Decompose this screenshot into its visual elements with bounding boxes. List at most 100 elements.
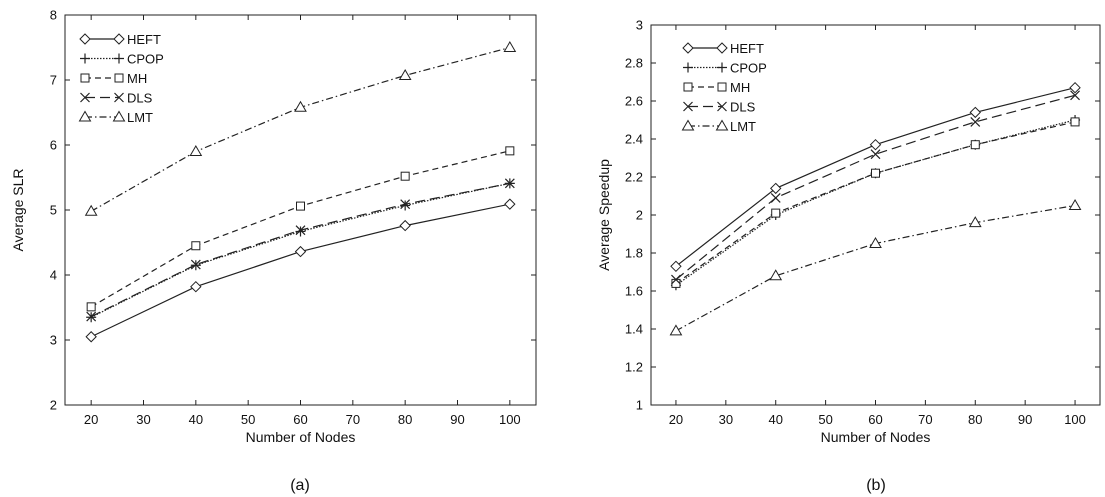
chart-1-series-heft [85,198,516,343]
chart-1-y-tick-label: 8 [50,8,57,23]
legend-label: CPOP [127,52,164,67]
chart-2-x-axis-label: Number of Nodes [821,429,931,445]
chart-2-y-tick-label: 2 [636,208,643,223]
legend-label: LMT [127,110,153,125]
chart-1: 20 30 40 50 60 70 80 90 100 2 3 4 5 6 7 8 Number of Node… [10,8,537,494]
chart-2-series-dls-point [671,274,681,285]
chart-1-legend-entry-heft: HEFT [79,32,161,47]
chart-1-y-tick-label: 2 [50,398,57,413]
chart-1-x-tick-label: 80 [398,412,412,427]
chart-1-series-mh-point [505,146,515,156]
chart-2-series-dls-point [970,116,981,127]
chart-2-y-tick-label: 1.2 [625,360,643,375]
chart-2-series-heft-point [670,260,682,273]
chart-2-series-heft-point [869,138,882,151]
chart-1-series-heft-point [399,219,411,232]
chart-2-series-heft-point [770,182,782,195]
legend-label: LMT [730,119,756,134]
chart-1-series-lmt [84,41,517,216]
legend-marker [79,33,91,45]
legend-marker [114,73,124,83]
legend-marker [716,42,728,54]
chart-2-series-lmt-point [968,216,982,228]
chart-1-series-cpop-point [295,226,306,237]
chart-2-x-tick-label: 40 [768,412,782,427]
legend-label: CPOP [730,61,767,76]
legend-marker [681,119,695,131]
legend-marker [715,119,729,131]
chart-1-series-mh-point [86,302,96,312]
chart-2-series-lmt-point [869,237,882,248]
chart-1-y-tick-label: 5 [50,203,57,218]
chart-2-series-mh-point [970,140,980,150]
chart-2-series-mh-point [871,168,880,178]
legend-marker [113,33,125,45]
chart-1-series-mh-point [296,201,305,211]
chart-2-series-dls [671,90,1080,285]
chart-2: 20 30 40 50 60 70 80 90 100 1 1.2 1.4 1.6 1.8 2 2.2 2.4 2… [596,18,1101,494]
chart-1-series-lmt-point [398,68,412,80]
chart-2-series-dls-line [675,94,1076,281]
chart-1-x-tick-label: 40 [189,412,203,427]
chart-2-x-tick-label: 80 [968,412,982,427]
legend-marker [717,62,727,73]
chart-1-x-tick-label: 100 [499,412,521,427]
legend-marker [114,92,124,103]
chart-1-series-dls-point [504,178,515,189]
chart-2-series-heft [670,81,1081,273]
chart-2-series-lmt-line [675,204,1076,332]
chart-1-y-tick-label: 3 [50,333,57,348]
chart-2-y-tick-label: 2.4 [625,132,643,147]
chart-1-series-dls-point [295,225,306,236]
chart-1-series-heft-point [294,245,307,258]
chart-2-series-lmt [669,199,1082,336]
legend-marker [717,101,727,112]
chart-1-legend-entry-mh: MH [80,71,147,86]
chart-1-series-lmt-point [84,204,98,216]
chart-2-legend-entry-lmt: LMT [681,119,756,134]
chart-2-plot-frame [650,24,1101,406]
chart-1-y-tick-label: 6 [50,138,57,153]
chart-2-series-cpop-line [675,119,1076,286]
chart-2-caption: (b) [866,477,886,494]
chart-1-series-dls-point [86,311,97,322]
chart-1-series-heft-point [504,198,516,210]
legend-label: DLS [127,91,153,106]
chart-1-legend-entry-dls: DLS [80,91,153,106]
chart-2-y-tick-label: 2.8 [625,56,643,71]
chart-2-y-axis-label: Average Speedup [596,159,612,271]
chart-1-y-tick-label: 4 [50,268,57,283]
chart-2-x-tick-label: 30 [719,412,733,427]
chart-2-x-tick-label: 100 [1064,412,1086,427]
chart-2-y-tick-label: 1.8 [625,246,643,261]
chart-2-series-dls-point [1070,90,1080,101]
legend-marker [80,92,90,103]
chart-2-x-tick-label: 60 [868,412,882,427]
legend-marker [114,53,124,64]
chart-1-series-mh-point [400,171,410,181]
chart-1-series-dls [86,178,515,322]
chart-1-series-lmt-point [294,100,307,112]
chart-2-y-tick-label: 2.2 [625,170,643,185]
legend-label: HEFT [730,41,764,56]
chart-2-series-heft-point [969,106,981,119]
chart-1-series-lmt-point [503,41,517,52]
chart-2-y-tick-label: 1.6 [625,284,643,299]
chart-2-x-tick-label: 20 [669,412,683,427]
chart-1-x-tick-label: 20 [84,412,98,427]
chart-2-legend-entry-mh: MH [683,80,750,95]
chart-1-x-tick-label: 50 [241,412,255,427]
legend-label: DLS [730,100,756,115]
chart-1-y-axis-label: Average SLR [10,168,26,251]
chart-2-series-mh-point [771,208,781,218]
chart-2-y-tick-label: 2.6 [625,94,643,109]
chart-1-series-heft-point [85,331,97,343]
legend-marker [78,110,92,122]
chart-1-y-tick-label: 7 [50,73,57,88]
legend-marker [112,110,126,122]
chart-1-legend-entry-lmt: LMT [78,110,153,125]
legend-marker [683,82,693,92]
chart-1-series-mh-point [191,241,201,251]
chart-2-y-tick-label: 3 [636,18,643,33]
